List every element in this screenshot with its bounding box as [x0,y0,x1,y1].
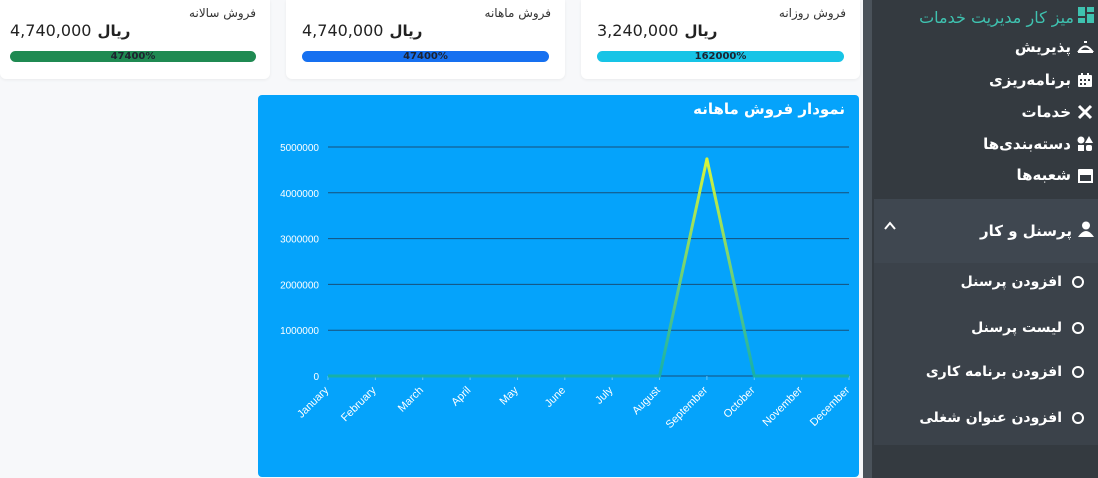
y-tick-label: 1000000 [280,326,319,337]
stat-card-yearly: فروش سالانه 4,740,000 ریال 47400% [0,0,270,79]
sidebar-item-label: پذیریش [1014,38,1071,56]
progress-bar: 47400% [10,51,256,62]
progress-bar: 47400% [302,51,549,62]
circle-icon [1072,412,1084,424]
progress-fill [10,51,256,62]
submenu-item-add-staff[interactable]: افزودن پرسنل [961,274,1098,290]
x-tick-label: January [295,384,332,421]
x-tick-label: November [761,384,806,429]
sidebar-section-staff[interactable]: پرسنل و کار [874,199,1098,263]
data-point [705,157,709,161]
sidebar-item-label: شعبه‌ها [1016,166,1071,184]
sidebar-item-label: دسته‌بندی‌ها [983,135,1071,153]
store-icon [1076,166,1094,184]
series-line [328,158,849,378]
sidebar: میز کار مدیریت خدمات پذیریش برنامه‌ریزی … [863,0,1098,478]
x-tick-label: October [721,384,757,420]
x-tick-label: July [593,384,616,407]
y-tick-label: 4000000 [280,189,319,200]
x-tick-label: March [396,384,426,414]
currency: ریال [684,22,718,40]
progress-fill [597,51,844,62]
stat-card-daily: فروش روزانه 3,240,000 ریال 162000% [581,0,860,79]
monthly-sales-chart-panel: 0 1000000 2000000 3000000 4000000 5000000 Janu… [258,95,859,477]
brand-label: میز کار مدیریت خدمات [919,7,1074,27]
submenu-item-staff-list[interactable]: لیست پرسنل [971,320,1098,336]
reception-icon [1076,38,1094,56]
chart-title: نمودار فروش ماهانه [693,100,845,118]
y-tick-label: 5000000 [280,143,319,154]
sidebar-item-branches[interactable]: شعبه‌ها [1017,166,1094,184]
staff-submenu: افزودن پرسنل لیست پرسنل افزودن برنامه کا… [874,263,1098,445]
progress-label: 47400% [110,51,156,62]
calendar-icon [1076,71,1094,89]
x-tick-label: June [543,384,568,409]
monthly-sales-chart: 0 1000000 2000000 3000000 4000000 5000000 Janu… [280,143,853,431]
sidebar-item-services[interactable]: خدمات [1022,103,1094,121]
stat-title: فروش روزانه [778,6,846,20]
x-tick-label: September [664,384,711,431]
tools-icon [1076,103,1094,121]
stat-card-monthly: فروش ماهانه 4,740,000 ریال 47400% [286,0,565,79]
user-icon [1078,221,1094,241]
currency: ریال [389,22,423,40]
currency: ریال [97,22,131,40]
circle-icon [1072,322,1084,334]
stat-amount: 4,740,000 ریال [10,21,131,40]
x-tick-label: February [339,384,379,424]
sidebar-item-label: خدمات [1021,103,1071,121]
y-tick-label: 0 [313,372,319,383]
x-tick-label: May [498,384,522,408]
stat-amount: 4,740,000 ریال [302,21,423,40]
brand-link[interactable]: میز کار مدیریت خدمات [919,7,1094,27]
circle-icon [1072,366,1084,378]
x-tick-label: December [808,384,853,429]
progress-bar: 162000% [597,51,844,62]
shapes-icon [1076,135,1094,153]
section-label: پرسنل و کار [980,221,1094,241]
sidebar-item-reception[interactable]: پذیریش [1015,38,1094,56]
dashboard-icon [1078,7,1094,27]
progress-label: 162000% [694,51,747,62]
y-tick-label: 3000000 [280,235,319,246]
y-tick-label: 2000000 [280,280,319,291]
sidebar-item-categories[interactable]: دسته‌بندی‌ها [983,135,1094,153]
progress-fill [302,51,549,62]
submenu-item-add-job-title[interactable]: افزودن عنوان شغلی [919,410,1098,426]
x-tick-label: August [630,384,663,417]
submenu-item-add-work-schedule[interactable]: افزودن برنامه کاری [926,364,1098,380]
progress-label: 47400% [403,51,448,62]
circle-icon [1072,276,1084,288]
stat-title: فروش ماهانه [484,6,551,20]
stat-amount: 3,240,000 ریال [597,21,718,40]
chevron-up-icon[interactable] [884,219,896,235]
stat-title: فروش سالانه [189,6,256,20]
sidebar-item-planning[interactable]: برنامه‌ریزی [989,71,1094,89]
x-tick-label: April [449,384,473,408]
sidebar-item-label: برنامه‌ریزی [989,71,1071,89]
